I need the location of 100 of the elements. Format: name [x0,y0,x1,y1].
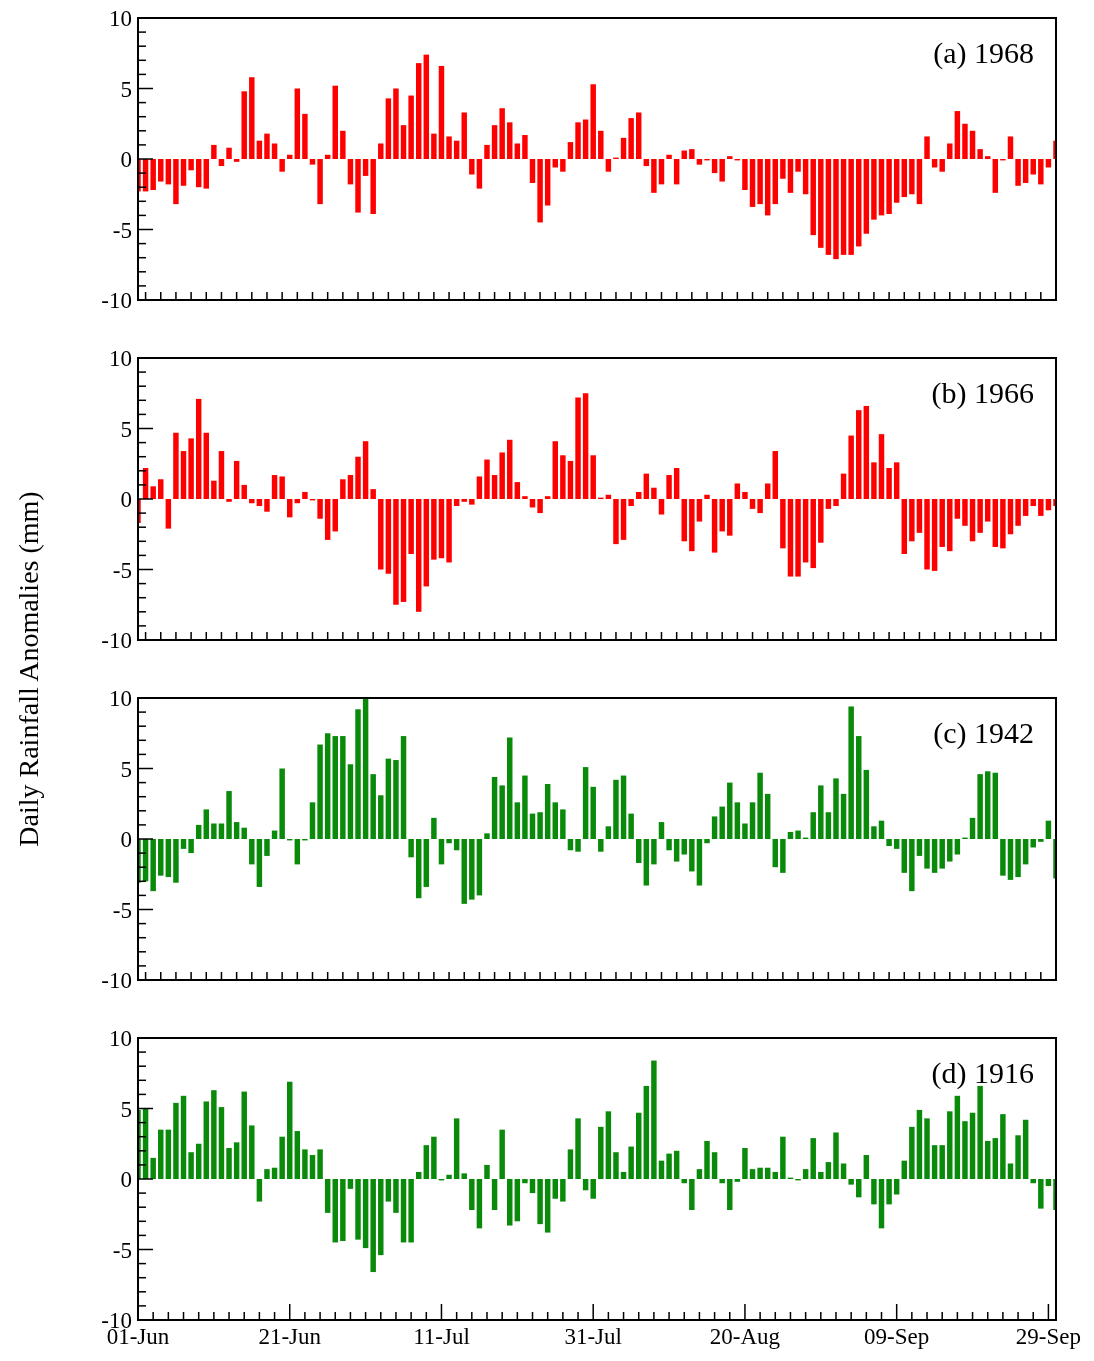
bar [825,499,832,509]
bar [233,159,240,162]
bar [264,1169,270,1179]
bar [719,806,725,839]
bar [180,839,187,849]
bar [893,159,900,203]
bar [507,439,513,499]
bar [393,1179,399,1213]
bar [188,159,194,171]
bar [984,1140,991,1179]
y-tick-label: 10 [109,346,132,372]
bar [719,1179,725,1184]
bar [150,839,156,892]
bar [727,499,733,536]
x-tick-label: 29-Sep [1015,1324,1081,1349]
bar [560,1179,566,1202]
bar [1007,839,1014,880]
bar [734,802,741,839]
bar [309,159,316,165]
y-tick-label: -5 [112,557,132,583]
bar [537,499,543,514]
bar [795,499,801,577]
bar [507,1179,513,1226]
bar [1045,1179,1052,1187]
bar [787,831,794,839]
bar [408,95,414,159]
bar [658,822,665,839]
bar [742,159,748,191]
bar [628,813,634,839]
bar [203,1101,210,1179]
bar [681,499,687,542]
bar [613,499,619,545]
bar [575,1118,581,1179]
bar [256,499,263,507]
bar [909,839,915,892]
bar [211,823,217,839]
bar [408,1179,414,1243]
bar [165,1129,172,1179]
bar [590,1179,596,1199]
bar [840,473,847,499]
bar [727,1179,733,1211]
y-tick-label: -5 [112,897,132,923]
bar [1015,499,1021,526]
bar [385,98,392,159]
bar [954,499,961,519]
bar [757,772,763,839]
bar [643,839,650,886]
bar [529,159,536,183]
bar [446,839,452,844]
bar [347,1179,354,1189]
bar [598,839,604,852]
bar [1045,820,1052,839]
bar [378,795,384,839]
bar [453,140,460,159]
bar [1000,499,1006,549]
bar [218,159,225,167]
bar [886,1179,892,1205]
bar [279,768,285,839]
bar [893,839,900,849]
bar [878,159,885,216]
bar [825,159,832,255]
bar [544,496,551,499]
bar [947,499,953,552]
bar [787,159,794,193]
bar [636,1112,642,1179]
bar [757,1167,763,1179]
bar [636,112,642,159]
bar [1038,499,1044,516]
bar [590,455,596,499]
bar [423,1145,430,1179]
bar [158,479,164,499]
bar [340,130,346,159]
bar [772,451,779,499]
bar [871,462,877,499]
bar [514,1179,521,1222]
bar [901,499,907,554]
bar [362,441,369,499]
bar [499,1129,505,1179]
bar [673,1150,680,1179]
bar [173,159,179,205]
bar [567,142,574,159]
y-tick-label: 10 [109,6,132,32]
bar [233,460,240,499]
bar [734,483,741,499]
bar [992,1138,999,1179]
bar [673,839,680,862]
bar [150,1157,156,1179]
bar [400,499,407,602]
bar [522,496,528,499]
bar [393,88,399,159]
bar [856,736,862,839]
y-tick-label: 0 [120,487,132,513]
bar [886,839,892,847]
bar [362,159,369,176]
bar [1038,1179,1044,1209]
bar [324,1179,331,1213]
bar [165,839,172,878]
bar [529,813,536,839]
bar [711,1152,718,1179]
bar [818,785,824,839]
